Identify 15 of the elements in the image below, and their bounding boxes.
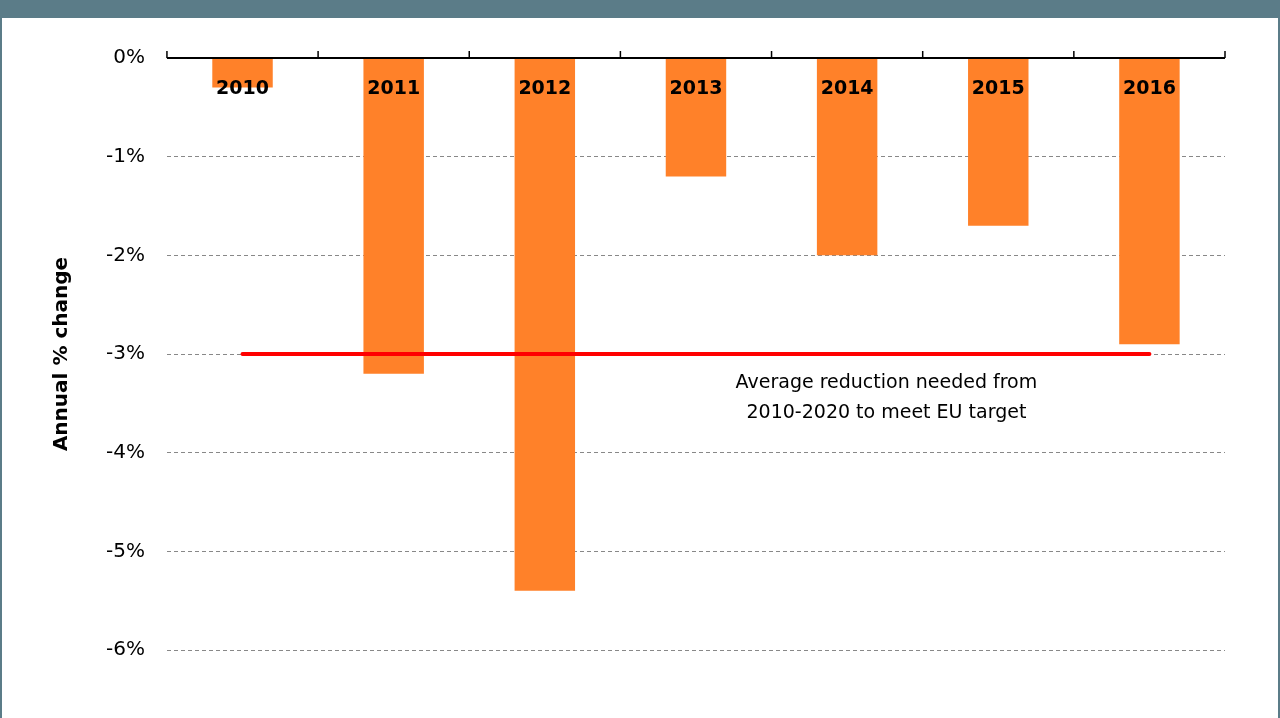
y-tick-label: -4% [105, 438, 145, 463]
x-tick-label: 2013 [669, 76, 723, 99]
x-tick-label: 2014 [820, 76, 874, 99]
y-tick-label: -5% [105, 537, 145, 562]
x-tick-label: 2011 [367, 76, 421, 99]
x-tick-label: 2012 [518, 76, 572, 99]
y-tick-label: 0% [113, 44, 145, 69]
y-tick-label: -2% [105, 241, 145, 266]
y-axis-title: Annual % change [48, 256, 73, 452]
ref-line-label: Average reduction needed from 2010-2020 to meet EU target [735, 370, 1038, 423]
y-tick-label: -3% [105, 340, 145, 365]
y-tick-label: -6% [105, 636, 145, 661]
y-tick-label: -1% [105, 142, 145, 167]
x-tick-label: 2016 [1122, 76, 1176, 99]
x-tick-label: 2015 [971, 76, 1025, 99]
